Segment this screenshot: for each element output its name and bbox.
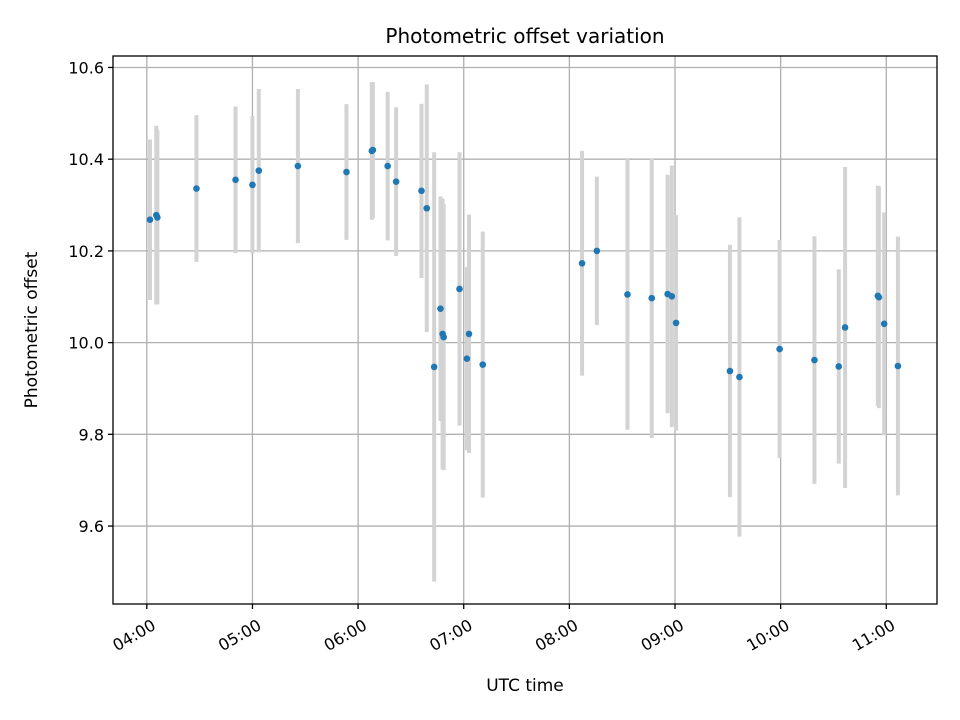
x-axis-title: UTC time bbox=[486, 676, 564, 696]
data-point bbox=[369, 146, 377, 154]
data-point bbox=[249, 181, 256, 189]
data-point bbox=[343, 168, 350, 176]
data-point bbox=[430, 363, 438, 371]
y-tick-label: 10.6 bbox=[68, 58, 104, 77]
data-point bbox=[841, 324, 849, 331]
y-axis-title: Photometric offset bbox=[22, 251, 42, 408]
data-point bbox=[193, 185, 200, 192]
data-point bbox=[384, 162, 391, 170]
data-point bbox=[776, 345, 783, 353]
data-point bbox=[835, 363, 843, 370]
data-point bbox=[418, 187, 425, 195]
data-point bbox=[624, 291, 631, 298]
y-tick-label: 10.0 bbox=[68, 334, 104, 353]
y-tick-label: 10.2 bbox=[68, 242, 104, 261]
data-point bbox=[894, 362, 902, 370]
data-point bbox=[154, 214, 161, 221]
data-point bbox=[578, 259, 586, 267]
data-point bbox=[437, 305, 444, 312]
chart-title: Photometric offset variation bbox=[385, 24, 664, 48]
data-point bbox=[440, 333, 447, 341]
data-point bbox=[232, 176, 239, 184]
data-point bbox=[423, 204, 431, 212]
point-layer bbox=[146, 146, 902, 381]
data-point bbox=[465, 330, 473, 338]
data-point bbox=[875, 293, 883, 301]
data-point bbox=[736, 373, 743, 381]
data-point bbox=[726, 367, 734, 375]
data-point bbox=[880, 320, 888, 328]
y-tick-label: 10.4 bbox=[68, 150, 104, 169]
y-tick-label: 9.8 bbox=[79, 425, 104, 444]
data-point bbox=[811, 356, 818, 364]
data-point bbox=[146, 216, 154, 224]
data-point bbox=[294, 162, 302, 170]
plot-area-frame bbox=[112, 55, 938, 605]
data-point bbox=[593, 247, 601, 255]
grid-layer bbox=[113, 56, 937, 604]
data-point bbox=[392, 178, 400, 185]
data-point bbox=[255, 167, 263, 174]
data-point bbox=[648, 294, 656, 302]
y-tick-label: 9.6 bbox=[79, 517, 104, 536]
data-point bbox=[672, 319, 680, 327]
data-point bbox=[479, 361, 487, 368]
data-point bbox=[668, 292, 676, 300]
data-point bbox=[456, 285, 463, 293]
data-point bbox=[463, 355, 471, 362]
